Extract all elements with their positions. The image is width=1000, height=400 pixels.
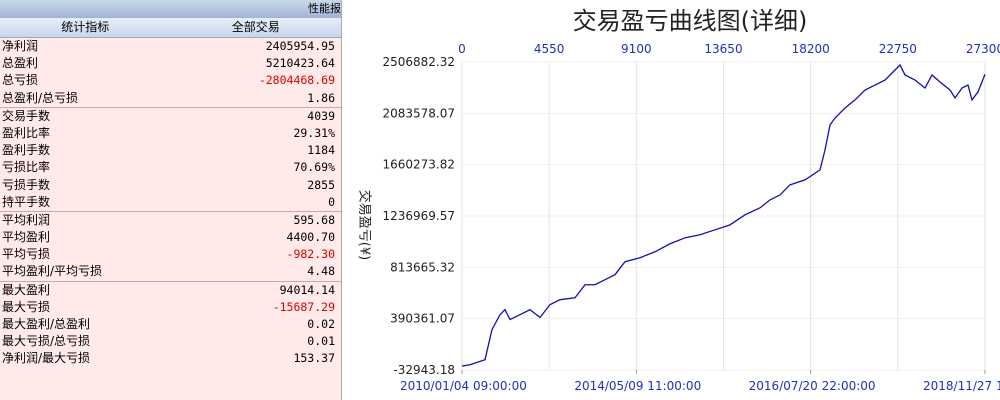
stat-name: 交易手数 — [2, 108, 51, 123]
stat-name: 总盈利 — [2, 56, 39, 71]
stat-value: 153.37 — [293, 351, 335, 366]
stats-row: 最大亏损/总亏损 0.01 — [0, 333, 341, 350]
stats-row: 平均亏损 -982.30 — [0, 246, 341, 263]
stats-row: 盈利手数 1184 — [0, 142, 341, 159]
stats-row: 平均利润 595.68 — [0, 212, 341, 229]
stat-name: 盈利比率 — [2, 125, 51, 140]
panel-header: 性能报 — [0, 0, 341, 18]
stat-value: 0 — [328, 194, 335, 209]
x-tick-label: 0 — [458, 42, 466, 56]
stat-value: 4400.70 — [286, 230, 335, 245]
x-tick-label: 9100 — [621, 42, 652, 56]
stat-value: 1.86 — [307, 90, 335, 105]
stats-row: 总亏损 -2804468.69 — [0, 72, 341, 89]
stat-name: 最大盈利/总盈利 — [2, 317, 91, 331]
stats-panel: 性能报 统计指标 全部交易 净利润 2405954.95 总盈利 5210423.64… — [0, 0, 342, 400]
stats-rows: 净利润 2405954.95 总盈利 5210423.64 总亏损 -2804468.69… — [0, 38, 341, 368]
stats-row: 最大盈利 94014.14 — [0, 282, 341, 299]
x-tick-label: 4550 — [534, 42, 565, 56]
stat-value: -2804468.69 — [258, 73, 335, 88]
stat-value: -982.30 — [286, 247, 335, 262]
stats-row: 最大亏损 -15687.29 — [0, 299, 341, 316]
stats-row: 平均盈利 4400.70 — [0, 229, 341, 246]
stat-name: 平均盈利/平均亏损 — [2, 264, 103, 279]
stat-value: 0.01 — [307, 334, 335, 349]
y-tick-label: 390361.07 — [390, 312, 455, 326]
stat-name: 净利润 — [2, 39, 39, 53]
x-tick-label: 18200 — [792, 42, 830, 56]
y-tick-label: 813665.32 — [390, 260, 455, 274]
stat-value: 4039 — [307, 108, 335, 123]
stat-name: 最大亏损/总亏损 — [2, 334, 91, 349]
stat-name: 盈利手数 — [2, 143, 51, 158]
stats-row: 盈利比率 29.31% — [0, 125, 341, 142]
stat-name: 平均亏损 — [2, 247, 51, 262]
stat-name: 亏损手数 — [2, 177, 51, 192]
equity-line — [461, 63, 986, 367]
stats-row: 净利润/最大亏损 153.37 — [0, 350, 341, 367]
stat-name: 最大亏损 — [2, 299, 51, 314]
chart-title: 交易盈亏曲线图(详细) — [573, 7, 808, 35]
x-tick-label: 13650 — [704, 42, 742, 56]
stat-value: -15687.29 — [272, 299, 335, 314]
y-tick-label: -32943.18 — [393, 363, 455, 377]
stat-value: 595.68 — [293, 212, 335, 227]
stats-row: 亏损手数 2855 — [0, 177, 341, 194]
x-tick-label: 22750 — [879, 42, 917, 56]
stat-name: 持平手数 — [2, 194, 51, 209]
stat-value: 2855 — [307, 177, 335, 192]
stat-value: 1184 — [307, 143, 335, 158]
stat-value: 5210423.64 — [265, 56, 335, 71]
column-title[interactable]: 全部交易 — [231, 20, 280, 34]
stat-value: 70.69% — [293, 160, 335, 175]
x-date-label: 2018/11/27 14 — [923, 379, 1000, 393]
stat-name: 总盈利/总亏损 — [2, 90, 79, 105]
stats-row: 平均盈利/平均亏损 4.48 — [0, 263, 341, 282]
stat-name: 平均利润 — [2, 212, 51, 227]
stat-value: 4.48 — [307, 264, 335, 279]
x-date-label: 2014/05/09 11:00:00 — [574, 379, 701, 393]
stat-value: 94014.14 — [279, 282, 335, 297]
stat-name: 最大盈利 — [2, 282, 51, 297]
stat-name: 净利润/最大亏损 — [2, 351, 91, 366]
stats-row: 最大盈利/总盈利 0.02 — [0, 316, 341, 333]
chart: 交易盈亏曲线图(详细) 交易盈亏(¥) 0 4550 9100 13650 18200 2… — [357, 7, 1000, 393]
stat-name: 平均盈利 — [2, 230, 51, 245]
stat-value: 0.02 — [307, 317, 335, 331]
stats-row: 持平手数 0 — [0, 194, 341, 212]
stat-name: 亏损比率 — [2, 160, 51, 175]
stats-row: 净利润 2405954.95 — [0, 38, 341, 55]
stats-row: 亏损比率 70.69% — [0, 159, 341, 176]
stat-value: 29.31% — [293, 125, 335, 140]
column-title[interactable]: 统计指标 — [61, 20, 110, 34]
x-tick-label: 27300 — [966, 42, 1000, 56]
y-tick-label: 1236969.57 — [382, 209, 455, 223]
stat-value: 2405954.95 — [265, 39, 335, 53]
x-date-label: 2016/07/20 22:00:00 — [749, 379, 876, 393]
stats-row: 交易手数 4039 — [0, 108, 341, 125]
y-tick-label: 2506882.32 — [382, 55, 455, 69]
y-tick-label: 1660273.82 — [382, 158, 455, 172]
y-tick-label: 2083578.07 — [382, 106, 455, 120]
column-header: 统计指标 全部交易 — [0, 18, 341, 38]
stat-name: 总亏损 — [2, 73, 39, 88]
stats-row: 总盈利/总亏损 1.86 — [0, 90, 341, 108]
stats-row: 总盈利 5210423.64 — [0, 55, 341, 72]
x-date-label: 2010/01/04 09:00:00 — [400, 379, 527, 393]
y-axis-label: 交易盈亏(¥) — [357, 190, 373, 260]
